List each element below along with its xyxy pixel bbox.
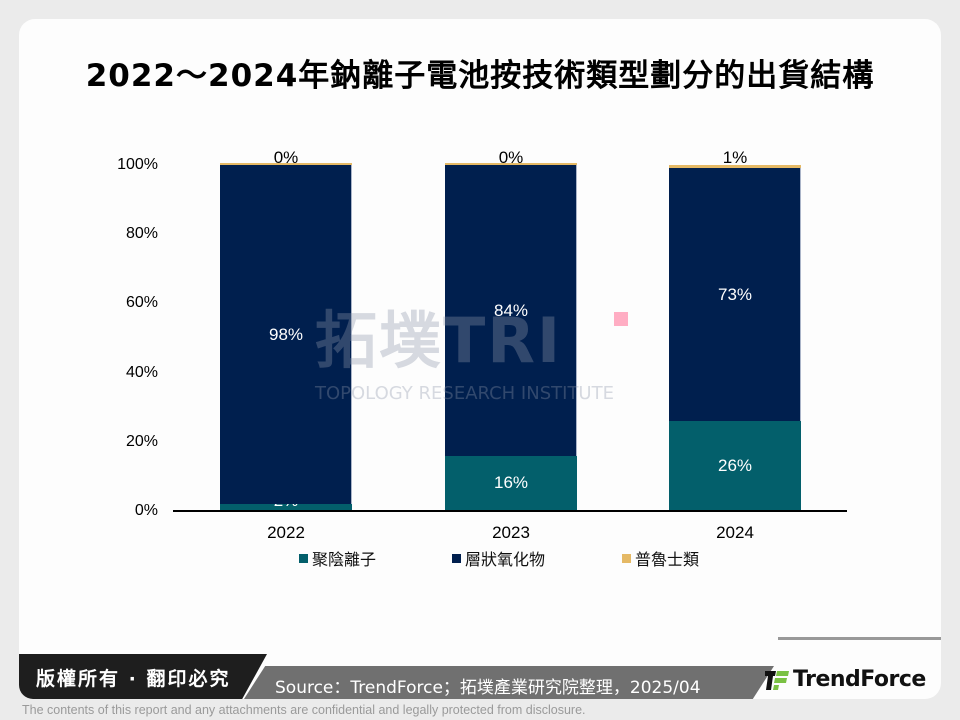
watermark-pink-square-icon <box>614 312 628 326</box>
bar-segment <box>669 165 801 169</box>
legend-swatch-icon <box>299 553 308 563</box>
data-label: 73% <box>717 285 753 304</box>
bar-segment <box>220 163 352 165</box>
confidentiality-disclaimer: The contents of this report and any atta… <box>22 703 586 717</box>
data-label: 1% <box>722 148 748 167</box>
chart-legend: 聚陰離子 層狀氧化物 普魯士類 <box>0 546 960 570</box>
x-tick-label: 2022 <box>267 523 305 542</box>
bar-segment <box>669 168 801 422</box>
y-tick-label: 60% <box>125 294 158 312</box>
data-label: 16% <box>493 473 529 492</box>
bar-segment <box>445 165 577 456</box>
logo-divider <box>778 637 941 640</box>
trendforce-logo: TrendForce <box>765 667 926 692</box>
y-tick-label: 100% <box>117 156 158 173</box>
bar-segment <box>220 165 352 505</box>
legend-swatch-icon <box>452 553 461 563</box>
bar-segment <box>220 504 352 511</box>
legend-label: 層狀氧化物 <box>465 550 546 569</box>
footer-source-banner <box>244 666 774 699</box>
x-tick-label: 2024 <box>716 523 754 542</box>
bar-segment <box>445 163 577 165</box>
legend-label: 普魯士類 <box>635 550 700 569</box>
x-axis-line <box>173 510 847 512</box>
footer-source-text: Source：TrendForce；拓墣產業研究院整理，2025/04 <box>275 678 701 698</box>
data-label: 0% <box>273 148 299 167</box>
legend-label: 聚陰離子 <box>312 550 377 569</box>
y-tick-label: 0% <box>134 502 158 519</box>
y-tick-label: 80% <box>125 225 158 243</box>
data-label: 98% <box>268 325 304 344</box>
data-label: 84% <box>493 301 529 320</box>
trendforce-mark-icon <box>765 668 789 692</box>
data-label: 0% <box>498 148 524 167</box>
y-tick-label: 40% <box>125 363 158 381</box>
bar-segment <box>445 455 577 511</box>
legend-swatch-icon <box>622 553 631 563</box>
footer-copyright-text: 版權所有 · 翻印必究 <box>36 668 231 690</box>
x-tick-label: 2023 <box>492 523 530 542</box>
bar-segment <box>669 421 801 511</box>
trendforce-logo-text: TrendForce <box>793 667 926 692</box>
legend-item-polyanion: 聚陰離子 <box>299 546 376 570</box>
data-label: 26% <box>717 456 753 475</box>
y-tick-label: 20% <box>125 432 158 450</box>
footer-copyright-banner <box>19 654 267 699</box>
legend-item-layered-oxide: 層狀氧化物 <box>452 546 545 570</box>
legend-item-prussian: 普魯士類 <box>622 546 699 570</box>
chart-title: 2022～2024年鈉離子電池按技術類型劃分的出貨結構 <box>85 58 875 94</box>
